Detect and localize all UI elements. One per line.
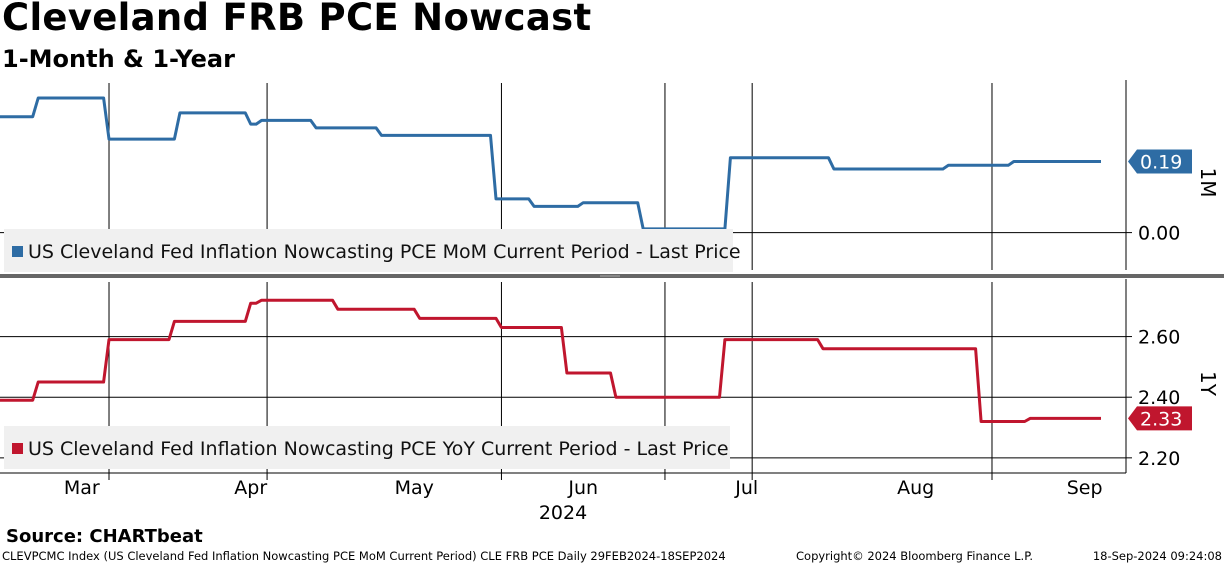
source-note: Source: CHARTbeat [6,526,203,547]
series-line-1m [0,96,1101,231]
y-tick-label-1y-2: 2.60 [1138,327,1180,349]
legend-swatch-1m [12,246,23,257]
timestamp: 18-Sep-2024 09:24:08 [1092,549,1222,563]
axis-label-1y: 1Y [1196,371,1220,397]
chart-title: Cleveland FRB PCE Nowcast [2,0,592,39]
axis-label-1m: 1M [1196,168,1220,198]
legend-label-1y: US Cleveland Fed Inflation Nowcasting PC… [28,438,729,460]
x-month-label-aug: Aug [897,477,934,499]
series-line-1y [0,298,1101,423]
copyright: Copyright© 2024 Bloomberg Finance L.P. [796,549,1033,563]
legend-label-1m: US Cleveland Fed Inflation Nowcasting PC… [28,241,741,263]
last-value-label-1m: 0.19 [1140,152,1182,174]
x-month-label-jun: Jun [567,477,598,499]
x-month-label-apr: Apr [234,477,267,499]
legend-box-1y [4,426,730,469]
legend-swatch-1y [12,443,23,454]
y-tick-label-1y-1: 2.40 [1138,387,1180,409]
index-info: CLEVPCMC Index (US Cleveland Fed Inflati… [2,549,726,563]
chart-subtitle: 1-Month & 1-Year [2,45,235,73]
x-month-label-may: May [395,477,434,499]
last-value-badge-1y [1128,406,1192,431]
x-year-label: 2024 [539,502,587,524]
y-tick-label-1m-0: 0.00 [1138,223,1180,245]
y-tick-label-1y-0: 2.20 [1138,448,1180,470]
x-month-label-sep: Sep [1067,477,1103,499]
legend-box-1m [4,229,733,272]
x-month-label-mar: Mar [64,477,100,499]
last-value-label-1y: 2.33 [1140,408,1182,430]
last-value-badge-1m [1128,149,1192,174]
x-month-label-jul: Jul [734,477,758,499]
